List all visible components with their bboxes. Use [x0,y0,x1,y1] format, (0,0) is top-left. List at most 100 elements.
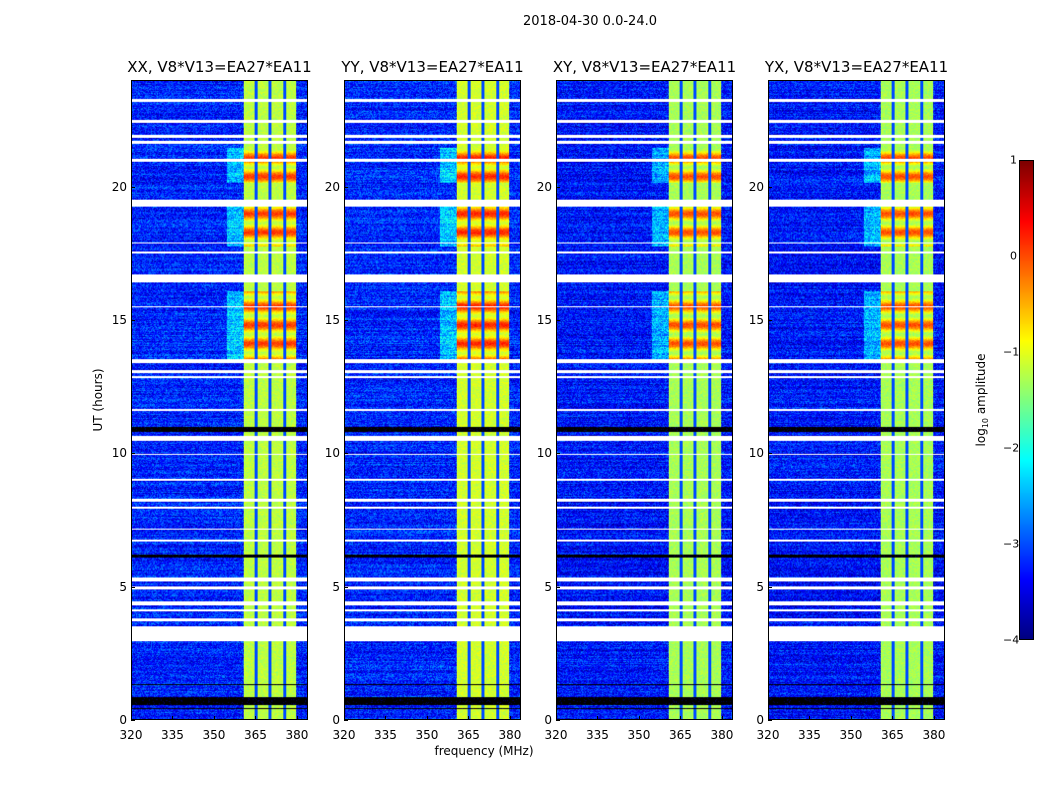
x-tick-mark [556,716,557,720]
x-axis-label: frequency (MHz) [434,744,534,758]
x-tick-label: 320 [332,728,356,742]
x-tick-label: 365 [881,728,904,742]
y-tick-label: 5 [119,579,127,594]
panel-0: XX, V8*V13=EA27*EA11 0 5 10 15 20 320 335 350 365… [112,58,312,742]
x-tick-label: 320 [756,728,780,742]
colorbar-tick-label: 0 [1010,249,1017,263]
y-tick-label: 5 [332,579,340,594]
y-tick-label: 10 [324,446,340,461]
y-axis-label: UT (hours) [91,368,105,432]
x-tick-label: 365 [244,728,267,742]
x-tick-label: 350 [839,728,863,742]
x-tick-mark [933,716,935,720]
y-tick-label: 10 [536,446,552,461]
heatmap [556,80,733,720]
x-tick-label: 380 [285,728,309,742]
x-tick-mark [172,716,174,720]
y-tick-mark [344,320,348,321]
y-tick-mark [768,186,772,188]
x-tick-mark [468,716,470,720]
y-tick-label: 15 [111,313,127,327]
y-tick-mark [768,320,772,321]
panel-title: YX, V8*V13=EA27*EA11 [764,58,949,76]
y-tick-mark [131,320,135,321]
y-tick-mark [131,586,135,588]
panel-title: XX, V8*V13=EA27*EA11 [127,58,312,76]
y-tick-mark [768,453,772,455]
colorbar-label: log10 amplitude [973,353,991,447]
x-tick-label: 320 [119,728,143,742]
colorbar-tick-label: 1 [1010,153,1017,167]
y-tick-label: 10 [111,446,127,461]
y-tick-mark [344,720,348,721]
y-tick-label: 15 [324,313,340,327]
y-tick-mark [131,453,135,455]
y-tick-mark [131,720,135,721]
y-tick-label: 15 [536,313,552,327]
y-tick-label: 5 [756,579,764,594]
y-tick-label: 20 [324,179,340,194]
x-tick-label: 335 [586,728,609,742]
y-tick-mark [344,453,348,455]
y-tick-label: 0 [544,713,552,727]
x-tick-label: 365 [669,728,692,742]
colorbar-tick-label: −3 [1003,537,1020,551]
y-tick-mark [768,586,772,588]
x-tick-label: 380 [498,728,522,742]
colorbar-tick-label: −1 [1003,345,1020,359]
y-tick-label: 0 [756,713,764,727]
figure-title: 2018-04-30 0.0-24.0 [523,14,657,29]
y-tick-mark [131,186,135,188]
colorbar [1019,160,1034,640]
x-tick-mark [892,716,894,720]
y-tick-label: 20 [111,179,127,194]
panel-3: YX, V8*V13=EA27*EA11 0 5 10 15 20 320 335 350 365… [749,58,948,742]
y-tick-mark [768,720,772,721]
x-tick-mark [344,716,345,720]
y-tick-label: 5 [544,579,552,594]
x-tick-mark [597,716,599,720]
y-tick-label: 15 [748,313,764,327]
y-tick-label: 20 [536,179,552,194]
x-tick-mark [721,716,723,720]
y-tick-label: 10 [748,446,764,461]
y-tick-label: 0 [119,713,127,727]
heatmap [131,80,308,720]
y-tick-label: 0 [332,713,340,727]
x-tick-mark [638,716,640,720]
x-tick-label: 380 [922,728,946,742]
x-tick-mark [131,716,132,720]
x-tick-label: 350 [627,728,651,742]
y-tick-label: 20 [748,179,764,194]
colorbar-tick-label: −2 [1003,441,1020,455]
panel-title: YY, V8*V13=EA27*EA11 [341,58,524,76]
x-tick-mark [509,716,511,720]
x-tick-label: 335 [161,728,184,742]
x-tick-label: 335 [374,728,397,742]
x-tick-label: 350 [202,728,226,742]
panel-1: YY, V8*V13=EA27*EA11 0 5 10 15 20 320 335 350 365… [325,58,524,742]
x-tick-mark [809,716,811,720]
x-tick-mark [680,716,682,720]
x-tick-mark [213,716,215,720]
heatmap [768,80,945,720]
x-tick-mark [385,716,387,720]
x-tick-mark [255,716,257,720]
x-tick-label: 320 [544,728,568,742]
y-tick-mark [556,320,560,321]
x-tick-label: 380 [710,728,734,742]
y-tick-mark [556,720,560,721]
x-tick-label: 365 [457,728,480,742]
heatmap [344,80,521,720]
x-tick-label: 335 [798,728,821,742]
y-tick-mark [556,453,560,455]
colorbar-tick-label: −4 [1003,633,1020,647]
panel-2: XY, V8*V13=EA27*EA11 0 5 10 15 20 320 335 350 365… [537,58,736,742]
x-tick-mark [850,716,852,720]
x-tick-mark [426,716,428,720]
y-tick-mark [344,586,348,588]
x-tick-label: 350 [415,728,439,742]
y-tick-mark [556,186,560,188]
x-tick-mark [296,716,298,720]
